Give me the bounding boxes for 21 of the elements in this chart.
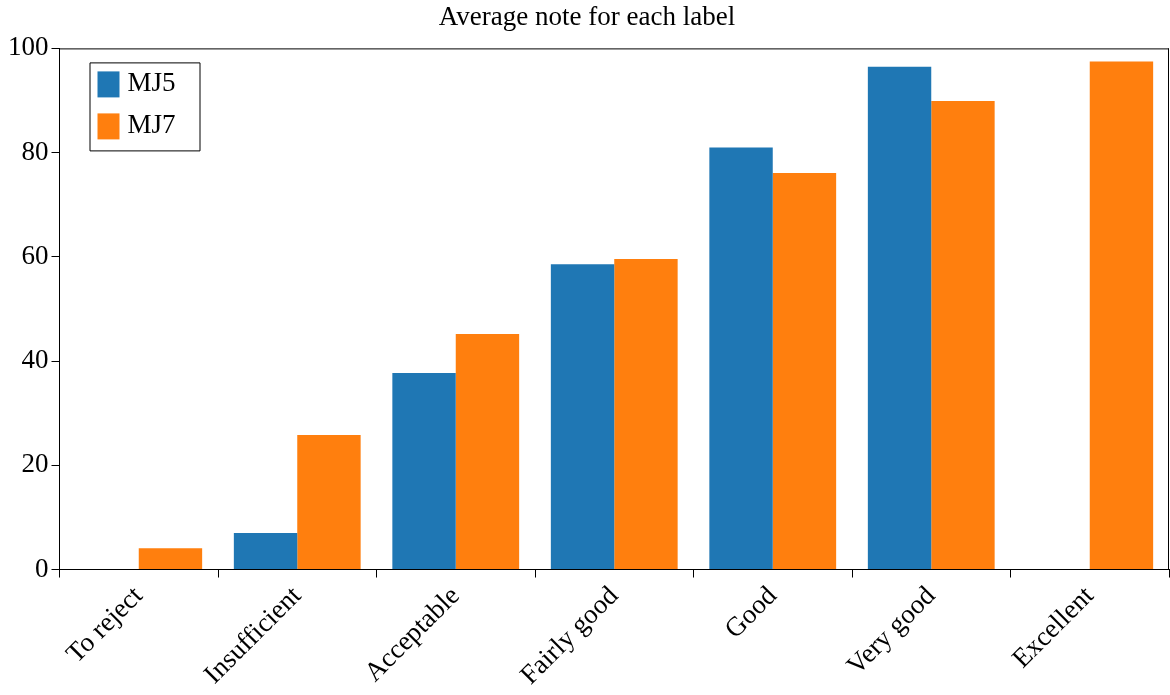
bar <box>455 333 520 570</box>
legend-label: MJ5 <box>127 67 176 98</box>
bar <box>392 373 456 570</box>
y-tick-label: 0 <box>35 552 49 583</box>
bar <box>233 533 298 570</box>
y-tick-label: 100 <box>8 31 49 62</box>
bar <box>297 435 361 570</box>
y-tick-label: 40 <box>21 344 49 375</box>
chart-title: Average note for each label <box>438 1 736 32</box>
y-tick-label: 80 <box>21 135 49 166</box>
bar <box>931 101 995 570</box>
bar <box>867 66 932 570</box>
bar <box>550 264 615 570</box>
bar <box>138 548 203 570</box>
legend-label: MJ7 <box>127 109 176 140</box>
y-tick-label: 60 <box>21 239 49 270</box>
bar <box>709 147 773 570</box>
bar <box>772 172 837 570</box>
bar <box>1089 61 1154 570</box>
y-tick-label: 20 <box>21 448 49 479</box>
bar <box>614 258 678 570</box>
